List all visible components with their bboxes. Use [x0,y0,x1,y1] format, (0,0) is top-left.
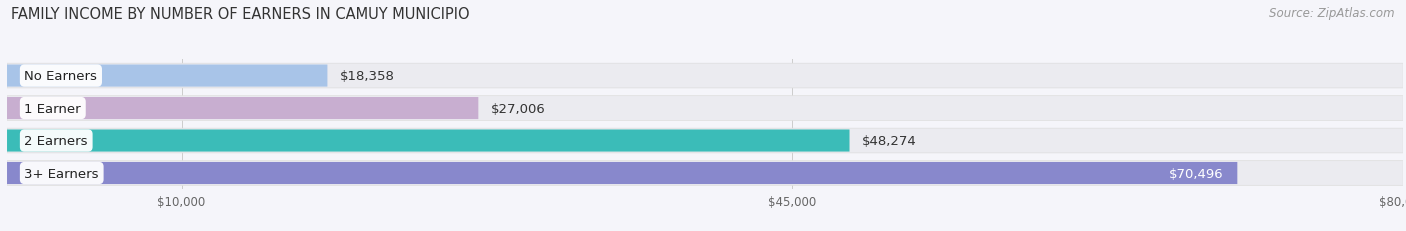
FancyBboxPatch shape [7,65,328,87]
Text: FAMILY INCOME BY NUMBER OF EARNERS IN CAMUY MUNICIPIO: FAMILY INCOME BY NUMBER OF EARNERS IN CA… [11,7,470,22]
Text: $27,006: $27,006 [491,102,546,115]
Text: $70,496: $70,496 [1168,167,1223,180]
Text: 1 Earner: 1 Earner [24,102,82,115]
FancyBboxPatch shape [7,97,478,120]
FancyBboxPatch shape [7,162,1237,184]
Text: 2 Earners: 2 Earners [24,134,89,147]
FancyBboxPatch shape [7,64,1403,88]
FancyBboxPatch shape [7,96,1403,121]
Text: $18,358: $18,358 [340,70,395,83]
FancyBboxPatch shape [7,161,1403,185]
Text: 3+ Earners: 3+ Earners [24,167,98,180]
FancyBboxPatch shape [7,130,849,152]
Text: No Earners: No Earners [24,70,97,83]
FancyBboxPatch shape [7,129,1403,153]
Text: $48,274: $48,274 [862,134,917,147]
Text: Source: ZipAtlas.com: Source: ZipAtlas.com [1270,7,1395,20]
